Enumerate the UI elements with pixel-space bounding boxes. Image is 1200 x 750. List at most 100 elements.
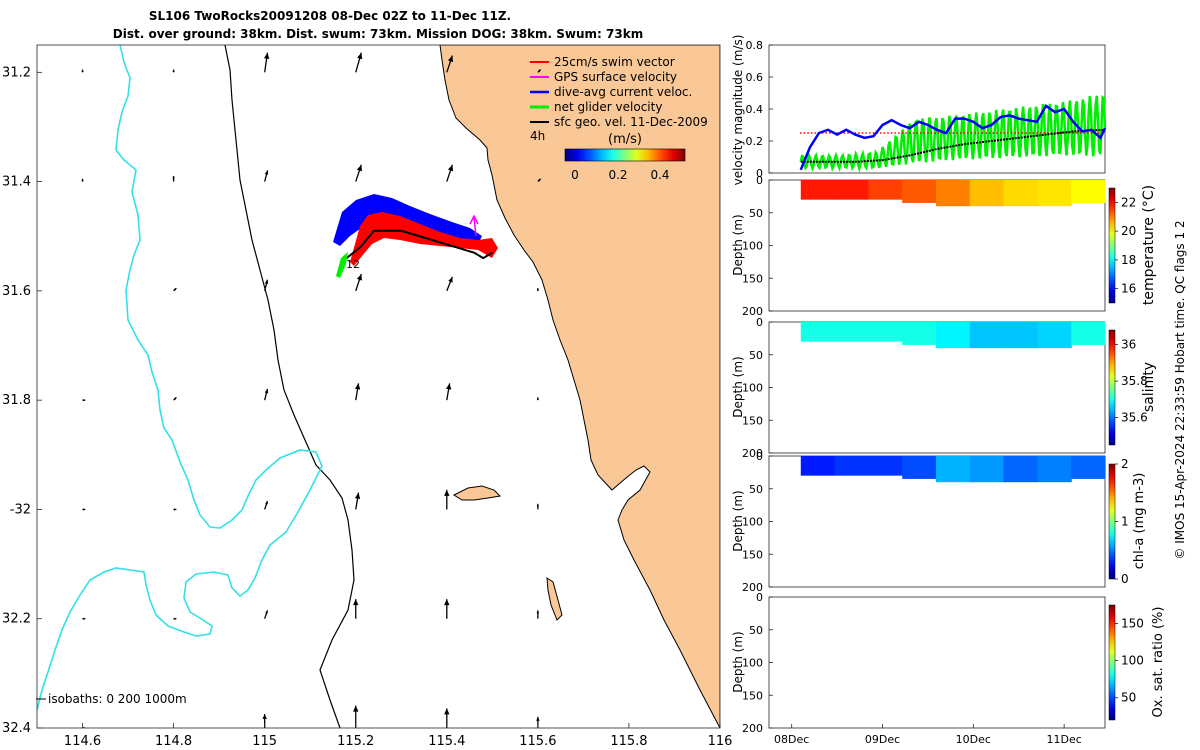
swim-speed-marker: [930, 132, 933, 134]
legend-dive-label: dive-avg current veloc.: [554, 85, 692, 99]
velocity-y-tick-label: 0.2: [746, 135, 764, 148]
profile-data-cell: [935, 322, 971, 349]
swim-speed-marker: [897, 132, 900, 134]
geo-velocity-arrowhead: [444, 599, 450, 606]
swim-speed-marker: [999, 132, 1002, 134]
profile-data-cell: [902, 456, 937, 479]
time-tick-label: 11Dec: [1046, 733, 1081, 746]
swim-speed-marker: [1039, 132, 1042, 134]
swim-speed-marker: [887, 132, 889, 134]
colorbar-tick-label: 18: [1121, 253, 1136, 267]
swim-speed-marker: [814, 132, 817, 134]
geo-velocity-arrowhead: [265, 501, 268, 505]
swim-speed-marker: [977, 132, 980, 134]
profile-data-cell: [800, 180, 836, 200]
geo-velocity-arrowhead: [536, 397, 539, 400]
profile-data-cell: [834, 456, 869, 476]
profile-data-cell: [969, 322, 1005, 349]
swim-speed-marker: [934, 132, 937, 134]
geo-velocity-arrowhead: [262, 714, 267, 719]
geo-velocity-arrowhead: [356, 164, 362, 172]
swim-speed-marker: [996, 132, 998, 134]
profile-data-cell: [834, 180, 869, 200]
swim-speed-marker: [916, 132, 918, 134]
geo-velocity-arrowhead: [264, 388, 269, 394]
profile-data-cell: [1037, 180, 1072, 207]
profile-colorbar: [1108, 604, 1116, 721]
swim-speed-marker: [807, 132, 809, 134]
swim-speed-marker: [1010, 132, 1013, 134]
swim-speed-marker: [1025, 132, 1027, 134]
swim-vector-swath: [350, 212, 498, 266]
profile-data-cell: [1071, 456, 1106, 479]
swim-speed-marker: [963, 132, 966, 134]
swim-speed-marker: [1097, 132, 1100, 134]
geo-velocity-arrowhead: [264, 279, 269, 285]
profile-data-cell: [935, 180, 971, 207]
swim-speed-marker: [861, 132, 864, 134]
velocity-y-tick-label: 0.6: [746, 71, 764, 84]
swim-speed-marker: [1032, 132, 1035, 134]
map-colorbar-tick-2: 0.4: [650, 168, 669, 182]
map-x-tick-label: 114.8: [155, 734, 192, 749]
swim-speed-marker: [974, 132, 977, 134]
legend-geo-label: sfc geo. vel. 11-Dec-2009: [554, 115, 708, 129]
geo-velocity-arrowhead: [353, 705, 359, 712]
colorbar-tick-label: 20: [1121, 224, 1136, 238]
profile-colorbar: [1108, 329, 1116, 446]
geo-velocity-arrowhead: [538, 178, 541, 182]
dive-avg-current-line: [799, 103, 1107, 171]
colorbar-tick-label: 100: [1121, 654, 1144, 668]
swim-speed-marker: [919, 132, 922, 134]
colorbar-tick-label: 22: [1121, 195, 1136, 209]
depth-tick-label: 200: [742, 722, 763, 735]
geo-velocity-arrowhead: [538, 69, 541, 73]
geo-velocity-line: [800, 128, 1106, 163]
geo-velocity-arrowhead: [82, 399, 86, 402]
profile-data-cell: [1003, 322, 1038, 349]
swim-speed-marker: [803, 132, 806, 134]
swim-speed-marker: [890, 132, 893, 134]
profile-data-cell: [800, 322, 836, 342]
swim-speed-marker: [1079, 132, 1082, 134]
swim-speed-marker: [894, 132, 897, 134]
geo-velocity-arrowhead: [447, 55, 454, 63]
time-step-label: 4h: [530, 129, 545, 143]
map-y-tick-labels: 31.2 31.4 31.6 31.8 -32 32.2 32.4: [2, 65, 42, 736]
swim-speed-marker: [927, 132, 929, 134]
profile-data-cell: [969, 456, 1005, 483]
geo-velocity-arrows: [81, 52, 542, 728]
map-y-tick-label: -32: [10, 502, 31, 517]
geo-velocity-arrowhead: [354, 383, 361, 390]
swim-speed-marker: [1006, 132, 1009, 134]
depth-tick-label: 200: [742, 305, 763, 318]
oxygen-colorbar-label: Ox. sat. ratio (%): [1151, 607, 1166, 718]
map-colorbar-tick-1: 0.2: [608, 168, 627, 182]
depth-tick-label: 100: [742, 240, 763, 253]
colorbar-tick-label: 50: [1121, 691, 1136, 705]
land-mainland: [439, 45, 720, 728]
isobath-200m: [224, 45, 355, 728]
map-x-tick-label: 115.2: [337, 734, 374, 749]
geo-velocity-arrowhead: [265, 610, 268, 614]
profile-data-cell: [902, 180, 937, 203]
swim-speed-marker: [799, 132, 802, 134]
map-y-tick-label: 31.6: [2, 284, 31, 299]
geo-velocity-arrowhead: [536, 610, 540, 614]
swim-speed-marker: [1072, 132, 1075, 134]
swim-speed-marker: [847, 132, 849, 134]
swim-speed-marker: [970, 132, 973, 134]
geo-velocity-arrowhead: [81, 178, 84, 182]
swim-speed-marker: [843, 132, 846, 134]
depth-tick-label: 150: [742, 414, 763, 427]
swim-speed-marker: [981, 132, 984, 134]
swim-speed-marker: [1075, 132, 1078, 134]
geo-velocity-arrowhead: [172, 176, 175, 179]
swim-speed-marker: [1090, 132, 1093, 134]
map-x-tick-label: 115.8: [610, 734, 647, 749]
salinity-ylabel: Depth (m): [731, 356, 745, 417]
depth-tick-label: 150: [742, 689, 763, 702]
isobath-note: isobaths: 0 200 1000m: [48, 692, 187, 706]
colorbar-tick-label: 1: [1121, 515, 1129, 529]
